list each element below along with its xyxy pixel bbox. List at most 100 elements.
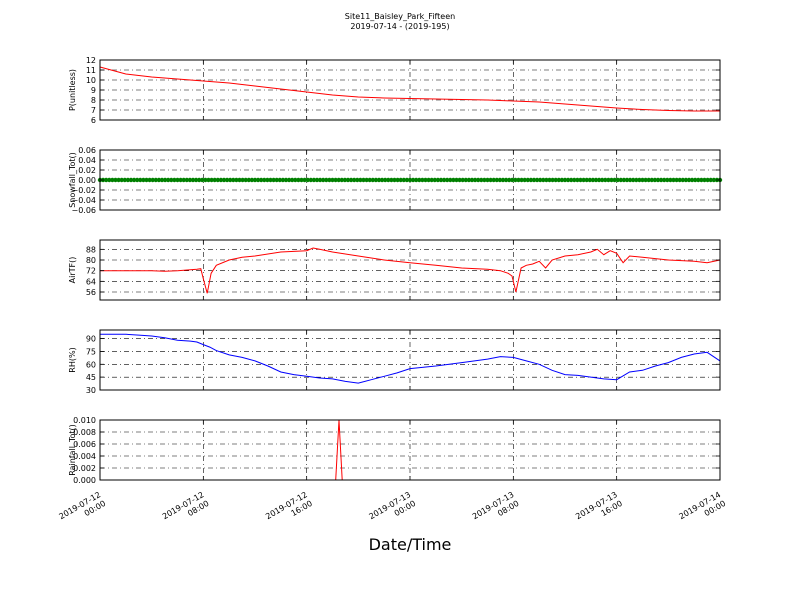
snowfall-point — [426, 177, 431, 183]
snowfall-point — [485, 177, 490, 183]
snowfall-point — [249, 177, 255, 183]
snowfall-point — [414, 177, 419, 183]
snowfall-point — [615, 177, 620, 183]
y-tick-label: 10 — [86, 76, 96, 85]
snowfall-point — [166, 177, 171, 183]
snowfall-point — [333, 177, 338, 183]
y-tick-label: −0.04 — [71, 196, 96, 205]
y-tick-label: 80 — [86, 256, 96, 265]
snowfall-point — [280, 177, 286, 183]
snowfall-point — [135, 177, 140, 183]
snowfall-point — [376, 177, 382, 183]
snowfall-point — [420, 177, 425, 183]
snowfall-point — [317, 177, 323, 183]
snowfall-point — [252, 177, 258, 183]
snowfall-point — [392, 177, 397, 183]
snowfall-point — [711, 177, 716, 183]
snowfall-point — [206, 177, 211, 183]
snowfall-point — [150, 177, 155, 183]
y-tick-label: 8 — [91, 96, 96, 105]
y-tick-label: 11 — [86, 66, 96, 75]
snowfall-point — [314, 177, 320, 183]
snowfall-point — [547, 177, 552, 183]
y-tick-label: 0.00 — [78, 176, 96, 185]
snowfall-point — [286, 177, 292, 183]
snowfall-point — [637, 177, 642, 183]
snowfall-point — [643, 177, 648, 183]
snowfall-point — [277, 177, 282, 183]
snowfall-point — [383, 177, 388, 183]
snowfall-point — [197, 177, 202, 183]
snowfall-point — [243, 177, 248, 183]
snowfall-point — [482, 177, 487, 183]
y-tick-label: 0.004 — [73, 452, 96, 461]
snowfall-point — [624, 177, 630, 183]
snowfall-point — [355, 177, 360, 183]
snowfall-point — [525, 177, 530, 183]
y-axis-label: RH(%) — [68, 347, 77, 372]
snowfall-point — [606, 177, 611, 183]
snowfall-point — [128, 177, 134, 183]
snowfall-point — [138, 177, 143, 183]
y-tick-label: 90 — [86, 335, 96, 344]
y-tick-label: 0.000 — [73, 476, 96, 485]
snowfall-point — [348, 177, 354, 183]
snowfall-point — [305, 177, 310, 183]
snowfall-point — [271, 177, 276, 183]
snowfall-point — [457, 177, 462, 183]
series-line-4 — [100, 333, 721, 384]
snowfall-point — [479, 177, 484, 183]
snowfall-point — [407, 177, 413, 183]
snowfall-point — [621, 177, 627, 183]
snowfall-point — [578, 177, 583, 183]
y-tick-label: 64 — [86, 277, 96, 286]
snowfall-point — [448, 177, 453, 183]
y-tick-label: 0.010 — [73, 416, 96, 425]
y-tick-label: 0.002 — [73, 464, 96, 473]
snowfall-point — [488, 177, 493, 183]
snowfall-point — [159, 177, 165, 183]
snowfall-point — [268, 177, 273, 183]
snowfall-point — [494, 177, 499, 183]
snowfall-point — [631, 177, 636, 183]
series-line-3 — [100, 247, 721, 294]
snowfall-point — [581, 177, 586, 183]
snowfall-point — [522, 177, 527, 183]
snowfall-point — [603, 177, 608, 183]
snowfall-point — [686, 177, 692, 183]
snowfall-point — [600, 177, 605, 183]
snowfall-point — [652, 177, 658, 183]
y-tick-label: 0.06 — [78, 146, 96, 155]
snowfall-point — [584, 177, 589, 183]
snowfall-point — [689, 177, 695, 183]
snowfall-point — [565, 177, 571, 183]
snowfall-point — [696, 177, 701, 183]
panel-4: 30 45 60 75 90 RH(%) — [68, 329, 721, 395]
snowfall-point — [231, 177, 236, 183]
snowfall-point — [352, 177, 357, 183]
snowfall-point — [345, 177, 351, 183]
snowfall-point — [156, 177, 162, 183]
y-axis-label: P(unitless) — [68, 69, 77, 111]
snowfall-point — [634, 177, 639, 183]
x-axis-label: Date/Time — [369, 535, 452, 554]
snowfall-point — [283, 177, 289, 183]
y-tick-label: 9 — [91, 86, 96, 95]
panel-5: 0.000 0.002 0.004 0.006 0.008 0.010Rainfall_T… — [68, 416, 721, 485]
snowfall-point — [460, 177, 465, 183]
snowfall-point — [646, 177, 651, 183]
y-tick-label: 75 — [86, 347, 96, 356]
snowfall-point — [342, 177, 348, 183]
series-line-1 — [99, 66, 720, 112]
y-axis-label: Snowfall_Tot() — [68, 152, 77, 208]
y-axis-label: AirTF() — [68, 257, 77, 284]
snowfall-point — [463, 177, 468, 183]
snowfall-point — [429, 177, 434, 183]
snowfall-point — [237, 177, 242, 183]
snowfall-point — [401, 177, 406, 183]
snowfall-point — [293, 177, 298, 183]
y-tick-label: 30 — [86, 386, 96, 395]
